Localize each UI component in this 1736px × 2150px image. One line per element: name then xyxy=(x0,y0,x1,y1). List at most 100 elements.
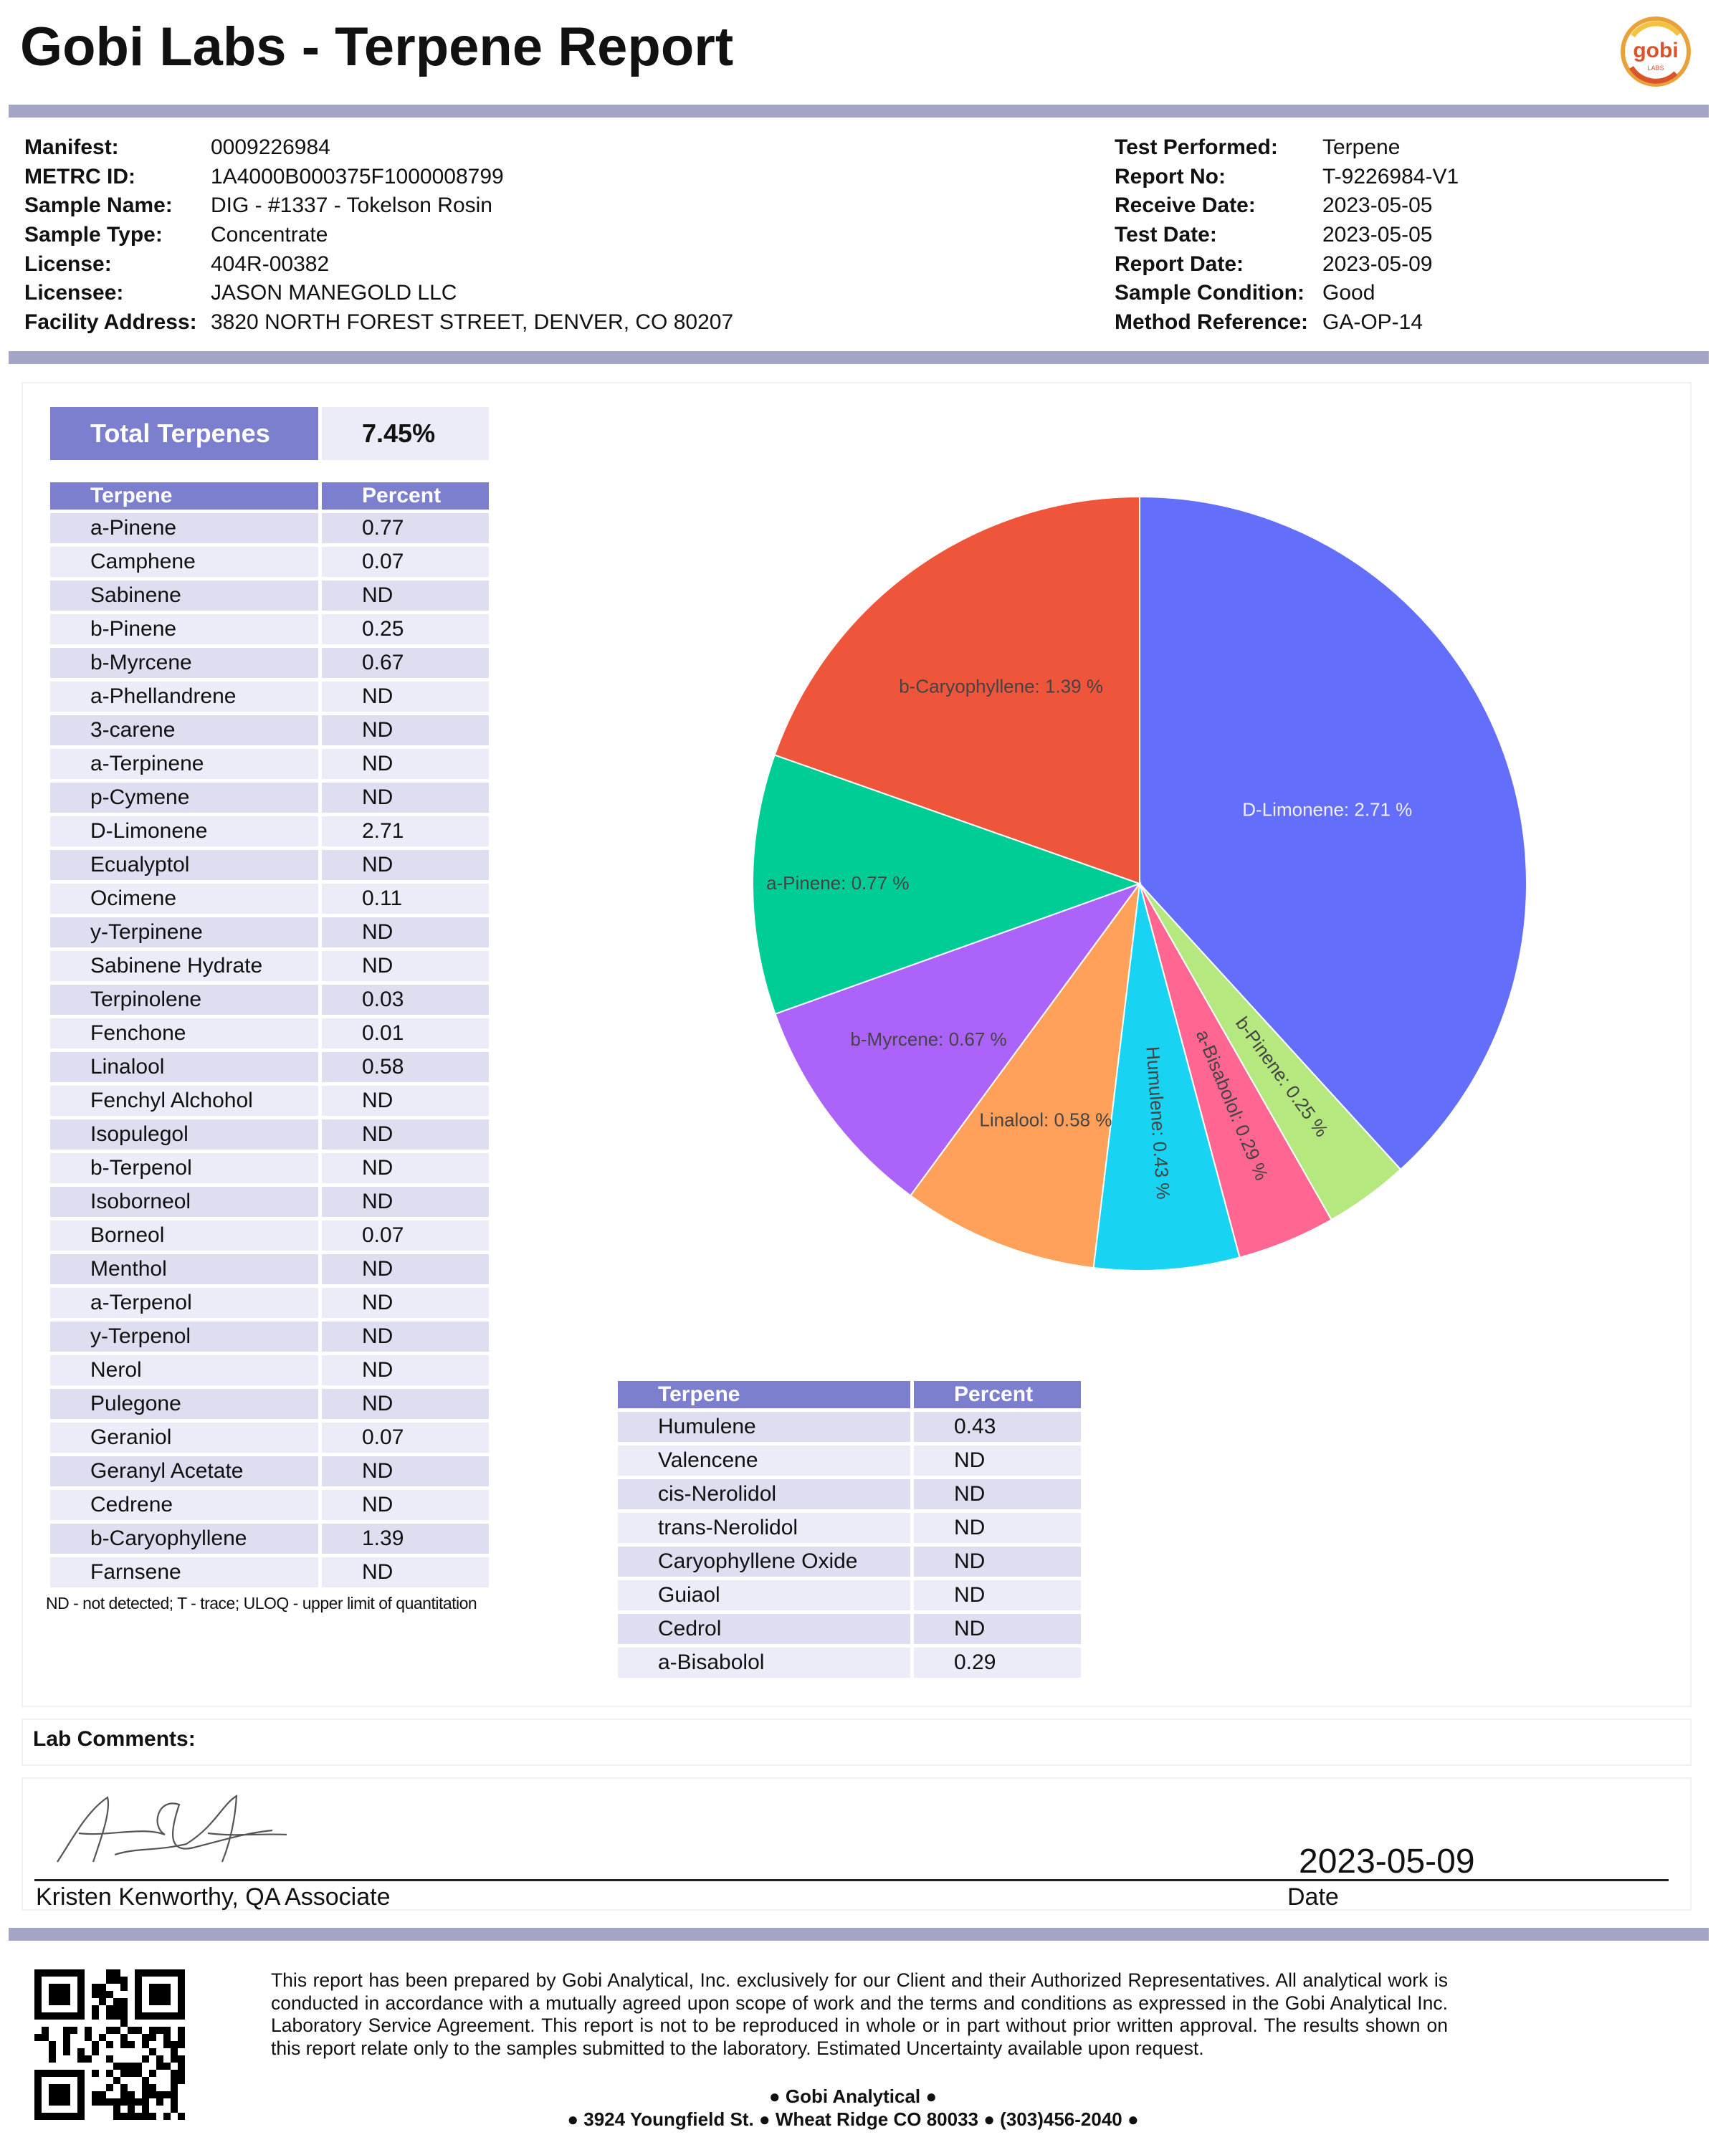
terpene-percent: 0.58 xyxy=(322,1052,489,1082)
info-label: License: xyxy=(24,252,112,276)
info-label: Sample Type: xyxy=(24,223,163,247)
terpene-percent: 0.07 xyxy=(322,1423,489,1453)
header-terpene: Terpene xyxy=(618,1381,914,1408)
table-row: Camphene 0.07 xyxy=(50,547,489,577)
table-row: Ocimene 0.11 xyxy=(50,884,489,914)
table-row: y-Terpenol ND xyxy=(50,1322,489,1352)
terpene-percent: ND xyxy=(322,1490,489,1520)
pie-label-linalool: Linalool: 0.58 % xyxy=(979,1109,1112,1130)
table-row: Ecualyptol ND xyxy=(50,850,489,880)
divider xyxy=(9,105,1709,118)
terpene-name: Sabinene xyxy=(50,580,322,611)
terpene-name: p-Cymene xyxy=(50,783,322,813)
info-value: DIG - #1337 - Tokelson Rosin xyxy=(211,194,492,218)
terpene-name: Borneol xyxy=(50,1220,322,1251)
terpene-name: Terpinolene xyxy=(50,985,322,1015)
signature-scribble xyxy=(57,1794,287,1863)
terpene-percent: 1.39 xyxy=(322,1524,489,1554)
table-row: Cedrene ND xyxy=(50,1490,489,1520)
table-row: b-Terpenol ND xyxy=(50,1153,489,1183)
terpene-percent: ND xyxy=(914,1580,1081,1610)
table-row: a-Terpinene ND xyxy=(50,749,489,779)
info-label: Method Reference: xyxy=(1115,310,1309,335)
table-row: Fenchone 0.01 xyxy=(50,1018,489,1048)
terpene-name: Guiaol xyxy=(618,1580,914,1610)
info-value: 2023-05-05 xyxy=(1322,194,1433,218)
pie-label-b-caryophyllene: b-Caryophyllene: 1.39 % xyxy=(899,676,1103,697)
terpene-percent: ND xyxy=(322,1187,489,1217)
terpene-percent: ND xyxy=(914,1547,1081,1577)
terpene-percent: ND xyxy=(322,951,489,981)
table-row: Cedrol ND xyxy=(618,1614,1081,1644)
date-label: Date xyxy=(1287,1883,1339,1911)
terpene-percent: ND xyxy=(322,1288,489,1318)
terpene-name: Geranyl Acetate xyxy=(50,1456,322,1486)
terpene-percent: 0.11 xyxy=(322,884,489,914)
info-value: 0009226984 xyxy=(211,135,330,159)
total-terpenes-value: 7.45% xyxy=(322,407,489,460)
terpene-percent: ND xyxy=(322,850,489,880)
footer-company: ● Gobi Analytical ● xyxy=(768,2086,938,2107)
table-row: a-Pinene 0.77 xyxy=(50,513,489,543)
pie-slice-humulene xyxy=(1092,883,1241,1271)
table-row: Isoborneol ND xyxy=(50,1187,489,1217)
total-terpenes-label: Total Terpenes xyxy=(50,407,318,460)
pie-label-d-limonene: D-Limonene: 2.71 % xyxy=(1242,798,1412,820)
terpene-name: Menthol xyxy=(50,1254,322,1284)
terpene-percent: ND xyxy=(322,749,489,779)
table-row: Isopulegol ND xyxy=(50,1119,489,1150)
table-row: Terpinolene 0.03 xyxy=(50,985,489,1015)
pie-label-b-myrcene: b-Myrcene: 0.67 % xyxy=(850,1028,1006,1050)
table-row: p-Cymene ND xyxy=(50,783,489,813)
terpene-percent: ND xyxy=(322,1355,489,1385)
lab-comments-label: Lab Comments: xyxy=(33,1727,196,1751)
table-row: Geraniol 0.07 xyxy=(50,1423,489,1453)
terpene-percent: ND xyxy=(322,1557,489,1587)
terpene-percent: 0.67 xyxy=(322,648,489,678)
terpene-percent: 0.43 xyxy=(914,1412,1081,1442)
total-terpenes: Total Terpenes 7.45% xyxy=(50,407,489,460)
header-percent: Percent xyxy=(322,482,489,510)
terpene-percent: 2.71 xyxy=(322,816,489,846)
terpene-percent: 0.25 xyxy=(322,614,489,644)
terpene-percent: ND xyxy=(914,1479,1081,1509)
terpene-name: a-Terpinene xyxy=(50,749,322,779)
table-row: a-Terpenol ND xyxy=(50,1288,489,1318)
terpene-name: Sabinene Hydrate xyxy=(50,951,322,981)
terpene-name: a-Bisabolol xyxy=(618,1648,914,1678)
lab-comments xyxy=(23,1720,1690,1764)
pie-slice-a-pinene xyxy=(752,754,1142,1016)
info-value: Concentrate xyxy=(211,223,328,247)
terpene-percent: ND xyxy=(322,917,489,947)
info-label: Receive Date: xyxy=(1115,194,1256,218)
info-value: 404R-00382 xyxy=(211,252,330,276)
header-terpene: Terpene xyxy=(50,482,322,510)
info-value: 2023-05-09 xyxy=(1322,252,1433,276)
info-label: Sample Name: xyxy=(24,194,173,218)
terpene-percent: ND xyxy=(322,682,489,712)
table-row: Fenchyl Alchohol ND xyxy=(50,1086,489,1116)
info-value: T-9226984-V1 xyxy=(1322,164,1459,188)
pie-label-a-pinene: a-Pinene: 0.77 % xyxy=(766,872,909,894)
terpene-percent: ND xyxy=(322,1086,489,1116)
info-value: 2023-05-05 xyxy=(1322,223,1433,247)
svg-text:gobi: gobi xyxy=(1633,39,1678,62)
table-row: y-Terpinene ND xyxy=(50,917,489,947)
table-row: Nerol ND xyxy=(50,1355,489,1385)
terpene-name: Cedrol xyxy=(618,1614,914,1644)
terpene-percent: ND xyxy=(322,1153,489,1183)
divider xyxy=(9,351,1709,364)
terpene-percent: 0.03 xyxy=(322,985,489,1015)
info-label: Facility Address: xyxy=(24,310,197,335)
pie-slice-d-limonene xyxy=(1139,495,1527,1171)
table-row: Geranyl Acetate ND xyxy=(50,1456,489,1486)
signature-date: 2023-05-09 xyxy=(1299,1843,1475,1881)
terpene-name: Caryophyllene Oxide xyxy=(618,1547,914,1577)
terpene-name: Pulegone xyxy=(50,1389,322,1419)
terpene-percent: 0.07 xyxy=(322,547,489,577)
table-row: Menthol ND xyxy=(50,1254,489,1284)
table-row: Pulegone ND xyxy=(50,1389,489,1419)
info-value: GA-OP-14 xyxy=(1322,310,1423,335)
gobi-logo-icon: gobi LABS xyxy=(1621,16,1691,87)
disclaimer: This report has been prepared by Gobi An… xyxy=(271,1969,1448,2059)
